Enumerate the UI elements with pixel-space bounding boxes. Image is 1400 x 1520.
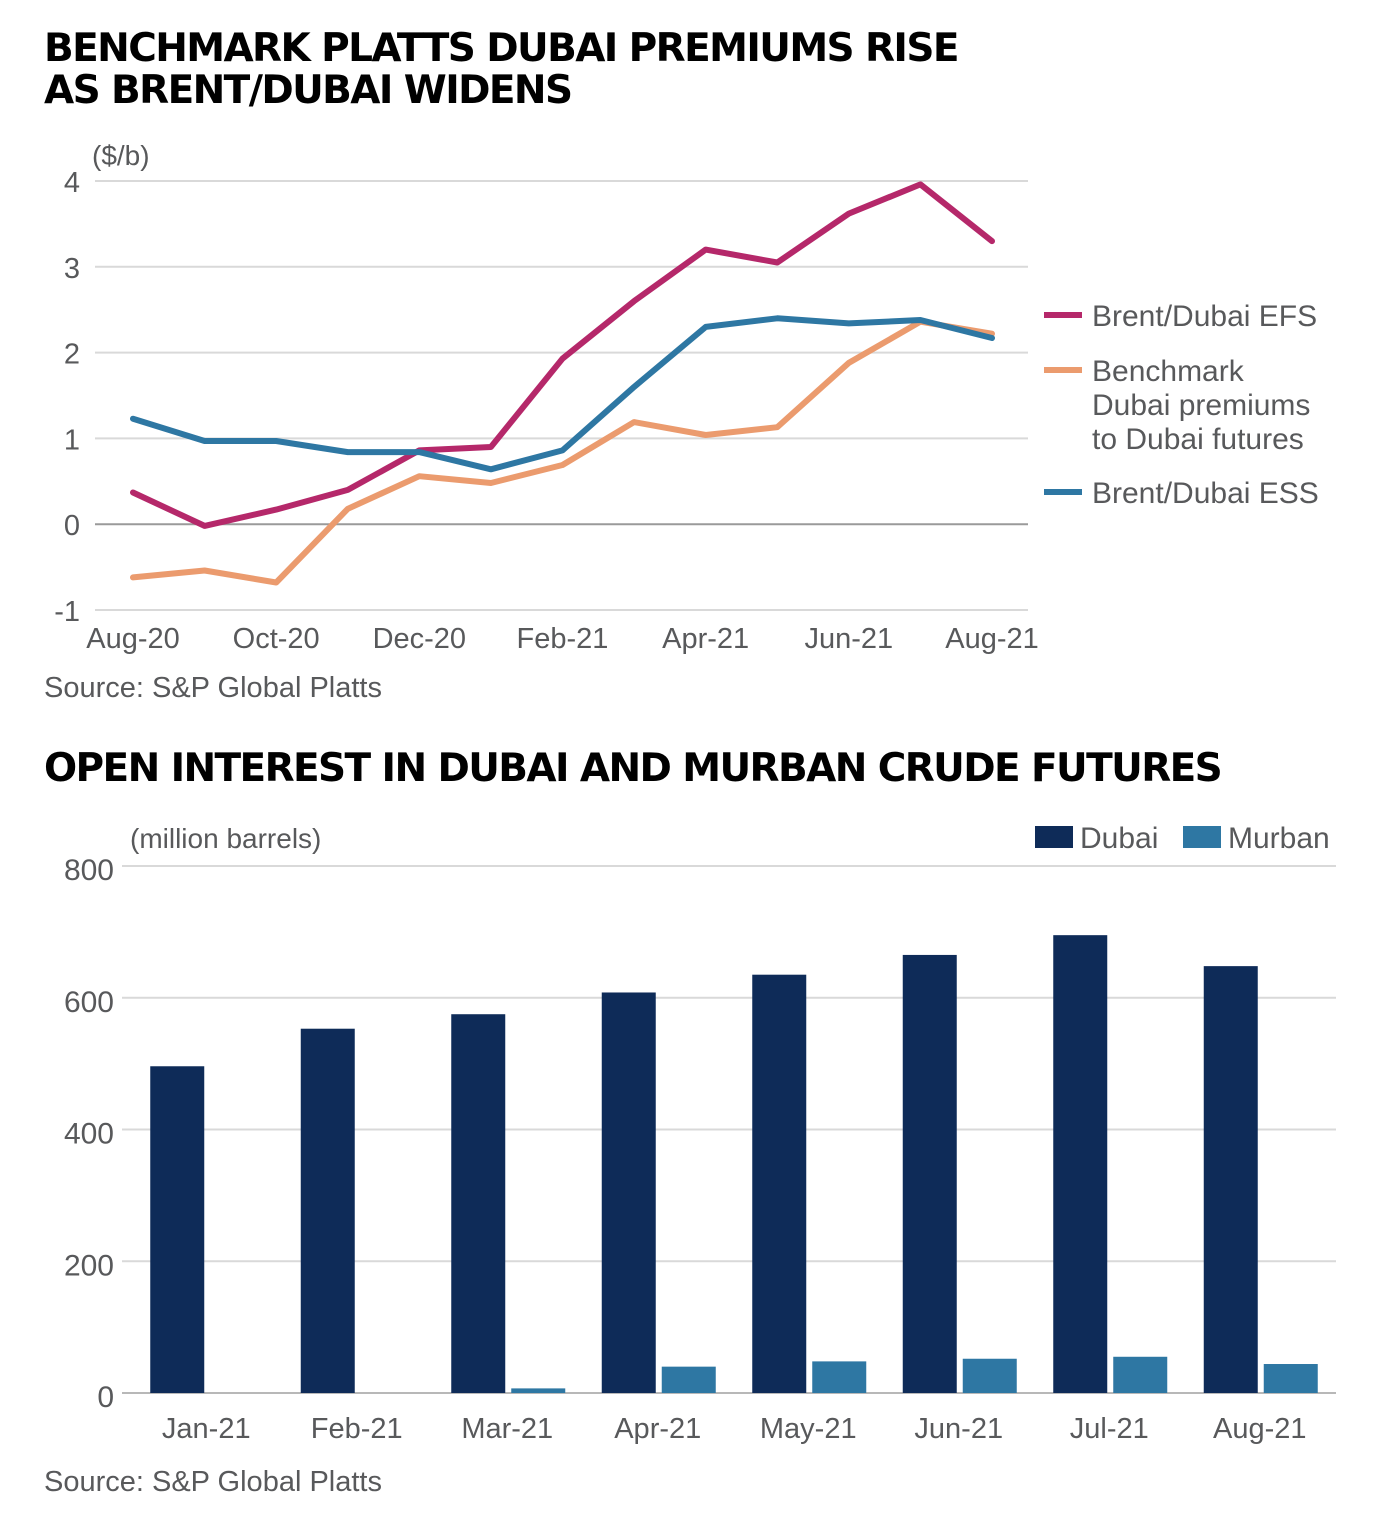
legend-swatch-murban: [1183, 826, 1221, 848]
x-tick-label: Apr-21: [662, 623, 749, 655]
x-tick-label: Dec-20: [373, 623, 467, 655]
chart2-legend: Dubai Murban: [1035, 822, 1330, 855]
bar-murban-jun-21: [962, 1358, 1017, 1393]
legend-label-benchmark-dubai-premiums-to-dubai-futures: to Dubai futures: [1092, 423, 1304, 456]
y-tick-label: 0: [97, 1381, 114, 1414]
chart2-title-text: OPEN INTEREST IN DUBAI AND MURBAN CRUDE …: [44, 746, 1223, 791]
chart1-title: BENCHMARK PLATTS DUBAI PREMIUMS RISE AS …: [44, 26, 959, 113]
chart1-title-line-1: BENCHMARK PLATTS DUBAI PREMIUMS RISE: [44, 26, 959, 71]
bar-dubai-aug-21: [1203, 966, 1258, 1393]
y-tick-label: 1: [64, 424, 80, 456]
y-tick-label: -1: [54, 596, 80, 628]
x-tick-label: Aug-21: [945, 623, 1039, 655]
series-line-brent-dubai-ess: [130, 315, 995, 473]
y-tick-label: 0: [64, 510, 80, 542]
y-tick-label: 600: [64, 986, 114, 1019]
bar-murban-apr-21: [661, 1366, 716, 1393]
bar-murban-aug-21: [1263, 1364, 1318, 1393]
x-tick-label: Jun-21: [804, 623, 893, 655]
bar-murban-may-21: [812, 1361, 867, 1393]
y-tick-label: 400: [64, 1118, 114, 1151]
bar-dubai-jul-21: [1053, 935, 1108, 1393]
x-tick-label: Apr-21: [614, 1413, 701, 1445]
x-tick-label: Aug-21: [1213, 1413, 1307, 1445]
x-tick-label: Oct-20: [233, 623, 320, 655]
legend-label-benchmark-dubai-premiums-to-dubai-futures: Dubai premiums: [1092, 389, 1310, 422]
chart1-source: Source: S&P Global Platts: [44, 672, 382, 704]
legend-label-brent-dubai-ess: Brent/Dubai ESS: [1092, 477, 1319, 510]
bar-dubai-mar-21: [451, 1014, 506, 1393]
x-tick-label: Mar-21: [461, 1413, 553, 1445]
x-tick-label: Feb-21: [311, 1413, 403, 1445]
x-tick-label: May-21: [760, 1413, 857, 1445]
bar-dubai-may-21: [752, 974, 807, 1393]
bar-murban-jul-21: [1113, 1356, 1168, 1393]
x-tick-label: Jul-21: [1070, 1413, 1149, 1445]
legend-label-brent-dubai-efs: Brent/Dubai EFS: [1092, 300, 1317, 333]
bar-dubai-feb-21: [300, 1028, 355, 1393]
series-line-benchmark-dubai-premiums-to-dubai-futures: [130, 318, 995, 586]
y-tick-label: 4: [64, 167, 80, 199]
chart1-unit-label: ($/b): [92, 140, 150, 171]
legend-label-dubai: Dubai: [1080, 822, 1158, 855]
y-tick-label: 3: [64, 253, 80, 285]
chart2-title: OPEN INTEREST IN DUBAI AND MURBAN CRUDE …: [44, 746, 1223, 791]
legend-label-murban: Murban: [1228, 822, 1330, 855]
y-tick-label: 2: [64, 339, 80, 371]
x-tick-label: Jun-21: [914, 1413, 1003, 1445]
y-tick-label: 800: [64, 854, 114, 887]
x-tick-label: Jan-21: [162, 1413, 251, 1445]
chart2-source: Source: S&P Global Platts: [44, 1466, 382, 1498]
legend-swatch-dubai: [1035, 826, 1073, 848]
bar-murban-mar-21: [511, 1388, 566, 1393]
chart1-title-line-2: AS BRENT/DUBAI WIDENS: [44, 68, 573, 113]
legend-label-benchmark-dubai-premiums-to-dubai-futures: Benchmark: [1092, 355, 1245, 388]
line-chart: ($/b) 4 3 2 1 0 -1 Aug-20 Oct-20 Dec-20 Feb-21 Ap…: [54, 140, 1319, 655]
series-line-brent-dubai-efs: [130, 181, 995, 529]
chart2-unit-label: (million barrels): [130, 823, 321, 854]
bar-dubai-jan-21: [150, 1066, 205, 1393]
x-tick-label: Aug-20: [86, 623, 180, 655]
bar-dubai-apr-21: [601, 992, 656, 1393]
bar-dubai-jun-21: [902, 954, 957, 1393]
y-tick-label: 200: [64, 1249, 114, 1282]
x-tick-label: Feb-21: [517, 623, 609, 655]
